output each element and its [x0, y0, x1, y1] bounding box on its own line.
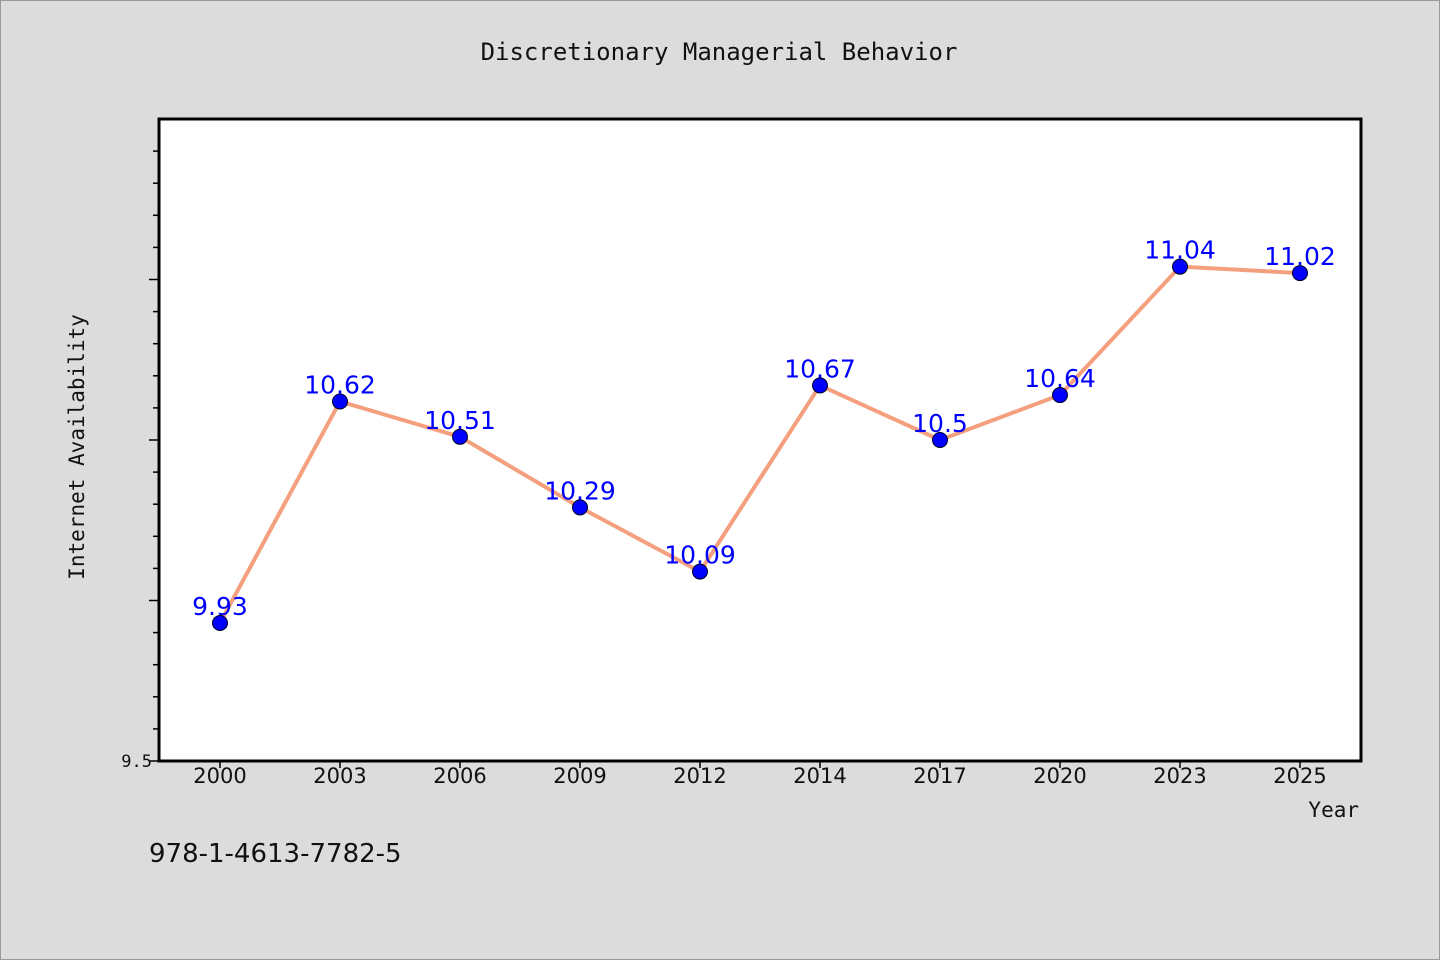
x-tick-label: 2003	[313, 764, 366, 788]
x-tick-label: 2023	[1153, 764, 1206, 788]
x-tick-label: 2025	[1273, 764, 1326, 788]
plot-area	[157, 117, 1363, 763]
y-axis-ticks	[149, 150, 159, 762]
data-point	[812, 377, 828, 394]
data-point	[1052, 387, 1068, 404]
x-tick-label: 2020	[1033, 764, 1086, 788]
data-point	[1292, 265, 1308, 282]
x-tick-label: 2006	[433, 764, 486, 788]
y-tick-label: 9.5	[121, 752, 152, 772]
x-tick-label: 2017	[913, 764, 966, 788]
series-line	[218, 264, 1302, 625]
data-point	[1172, 258, 1188, 275]
y-axis-label: Internet Availability	[65, 314, 89, 580]
x-tick-label: 2014	[793, 764, 846, 788]
isbn-footer: 978-1-4613-7782-5	[149, 839, 402, 869]
x-tick-label: 2000	[193, 764, 246, 788]
x-axis-label: Year	[1308, 798, 1359, 822]
chart-title: Discretionary Managerial Behavior	[481, 38, 958, 66]
x-axis-ticks: 2000 2003 2006 2009 2012 2014 2017 2020 2023 2025	[193, 761, 1327, 788]
x-tick-label: 2012	[673, 764, 726, 788]
data-point	[212, 614, 228, 631]
data-point	[572, 499, 588, 516]
series-group: 9.9310.6210.5110.2910.0910.6710.510.6411…	[192, 236, 1336, 631]
data-point	[452, 428, 468, 445]
data-point	[692, 563, 708, 580]
data-point	[932, 432, 948, 448]
x-tick-label: 2009	[553, 764, 606, 788]
data-point	[332, 393, 348, 410]
